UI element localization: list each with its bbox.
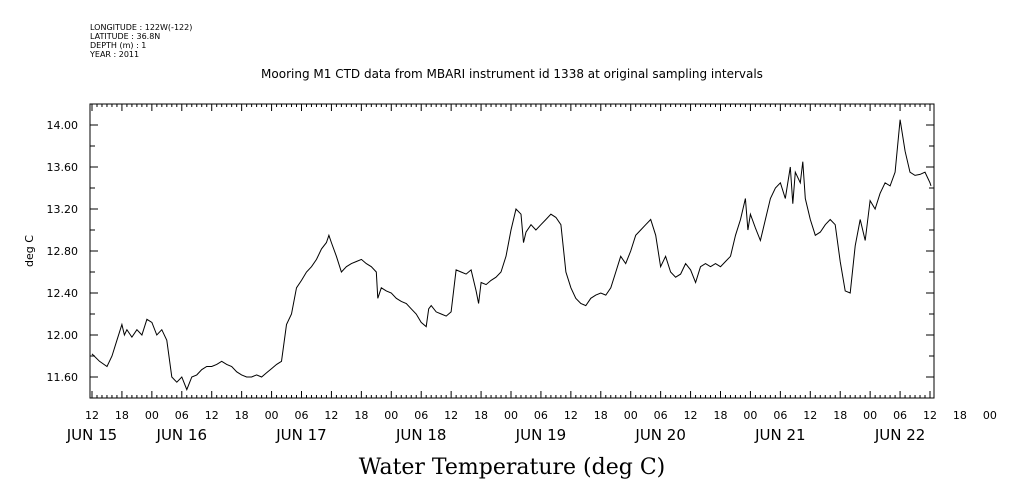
x-tick-label: 18 bbox=[235, 409, 249, 422]
x-tick-label: 12 bbox=[684, 409, 698, 422]
x-tick-label: 12 bbox=[85, 409, 99, 422]
y-tick-label: 11.60 bbox=[47, 371, 79, 384]
x-tick-label: 00 bbox=[863, 409, 877, 422]
x-tick-label: 06 bbox=[654, 409, 668, 422]
x-tick-label: 00 bbox=[624, 409, 638, 422]
chart-title: Mooring M1 CTD data from MBARI instrumen… bbox=[261, 67, 763, 81]
y-tick-label: 12.40 bbox=[47, 287, 79, 300]
x-tick-label: 12 bbox=[803, 409, 817, 422]
y-axis-label: deg C bbox=[23, 235, 36, 267]
x-tick-label: 00 bbox=[743, 409, 757, 422]
x-tick-label: 00 bbox=[145, 409, 159, 422]
x-tick-label: 12 bbox=[564, 409, 578, 422]
x-tick-label: 06 bbox=[175, 409, 189, 422]
x-tick-label: 00 bbox=[384, 409, 398, 422]
x-tick-label: 06 bbox=[534, 409, 548, 422]
plot-frame bbox=[89, 103, 935, 399]
x-tick-label: 18 bbox=[714, 409, 728, 422]
header-year: YEAR : 2011 bbox=[89, 50, 139, 59]
y-tick-label: 12.80 bbox=[47, 245, 79, 258]
x-tick-label: 18 bbox=[594, 409, 608, 422]
y-tick-label: 14.00 bbox=[47, 119, 79, 132]
x-tick-label: 18 bbox=[115, 409, 129, 422]
x-tick-label: 06 bbox=[414, 409, 428, 422]
x-tick-label: 06 bbox=[893, 409, 907, 422]
x-tick-label: 12 bbox=[444, 409, 458, 422]
x-date-label: JUN 22 bbox=[874, 426, 925, 444]
x-date-label: JUN 21 bbox=[754, 426, 805, 444]
x-date-label: JUN 18 bbox=[395, 426, 446, 444]
axis-ticks bbox=[90, 103, 934, 399]
x-tick-label: 12 bbox=[324, 409, 338, 422]
x-tick-label: 18 bbox=[354, 409, 368, 422]
x-date-labels: JUN 15 JUN 16 JUN 17 JUN 18 JUN 19 JUN 20 JUN … bbox=[66, 426, 926, 444]
x-tick-label: 12 bbox=[923, 409, 937, 422]
x-tick-label: 00 bbox=[504, 409, 518, 422]
x-axis-label: Water Temperature (deg C) bbox=[359, 455, 666, 480]
x-tick-label: 18 bbox=[474, 409, 488, 422]
x-tick-label: 06 bbox=[295, 409, 309, 422]
y-tick-label: 13.20 bbox=[47, 203, 79, 216]
x-tick-label: 06 bbox=[773, 409, 787, 422]
x-date-label: JUN 15 bbox=[66, 426, 117, 444]
x-tick-label: 18 bbox=[953, 409, 967, 422]
x-tick-label: 18 bbox=[833, 409, 847, 422]
header-latitude: LATITUDE : 36.8N bbox=[90, 32, 160, 41]
y-tick-label: 12.00 bbox=[47, 329, 79, 342]
x-tick-label: 12 bbox=[205, 409, 219, 422]
header-depth: DEPTH (m) : 1 bbox=[90, 41, 146, 50]
x-date-label: JUN 16 bbox=[156, 426, 207, 444]
y-tick-label: 13.60 bbox=[47, 161, 79, 174]
x-date-label: JUN 19 bbox=[515, 426, 566, 444]
x-tick-labels: 12 18 00 06 12 18 00 06 12 18 00 06 12 18 00 06 12 18 00 06… bbox=[85, 409, 997, 422]
x-date-label: JUN 17 bbox=[275, 426, 326, 444]
x-tick-label: 00 bbox=[265, 409, 279, 422]
series-line bbox=[91, 119, 932, 391]
x-tick-label: 00 bbox=[983, 409, 997, 422]
x-date-label: JUN 20 bbox=[634, 426, 685, 444]
header-longitude: LONGITUDE : 122W(-122) bbox=[90, 23, 192, 32]
y-tick-labels: 11.60 12.00 12.40 12.80 13.20 13.60 14.00 bbox=[47, 119, 79, 384]
